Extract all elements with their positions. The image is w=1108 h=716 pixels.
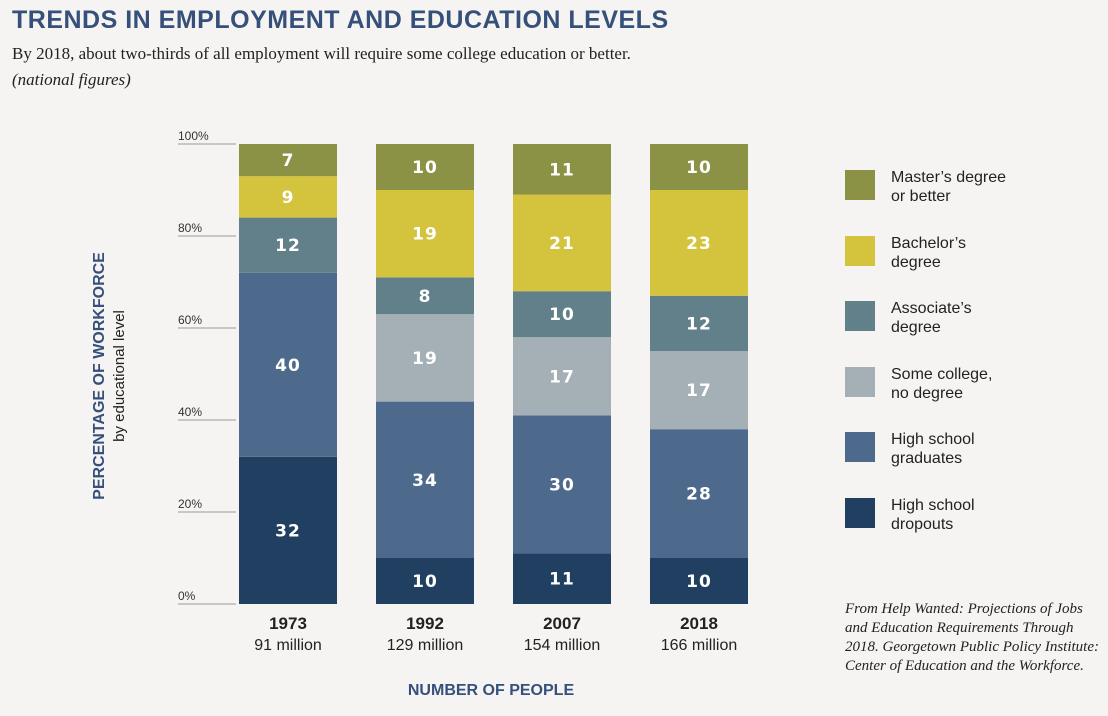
legend-swatch	[845, 170, 875, 200]
legend-label: Master’s degree or better	[891, 168, 1101, 206]
legend-label-line: or better	[891, 188, 951, 205]
data-label-hs_grad-2018: 28	[686, 485, 712, 505]
legend-swatch	[845, 301, 875, 331]
bar-segment-masters-2018	[650, 144, 748, 190]
y-tick-label: 80%	[178, 221, 202, 235]
data-label-bachelors-1973: 9	[282, 188, 295, 208]
x-category-label: 1973	[269, 614, 307, 633]
legend-label-line: Bachelor’s	[891, 234, 967, 252]
legend-label: High school graduates	[891, 430, 1101, 468]
legend-item-some_college: Some college, no degree	[845, 365, 1107, 409]
y-tick-label: 100%	[178, 129, 209, 143]
legend-label-line: graduates	[891, 450, 963, 467]
bar-segment-hs_grad-2018	[650, 429, 748, 558]
bar-segment-bachelors-1973	[239, 176, 337, 218]
bar-segment-associates-1973	[239, 217, 337, 273]
legend-label-line: Associate’s	[891, 300, 972, 317]
bar-segment-hs_grad-1992	[376, 401, 474, 558]
bar-segment-dropouts-2018	[650, 558, 748, 604]
data-label-masters-2018: 10	[686, 158, 712, 178]
y-tick-label: 60%	[178, 313, 202, 327]
data-label-dropouts-2018: 10	[686, 572, 712, 592]
bar-segment-hs_grad-2007	[513, 415, 611, 554]
bar-segment-associates-2018	[650, 295, 748, 351]
chart-note: (national figures)	[12, 70, 131, 89]
x-category-sublabel: 154 million	[524, 637, 600, 654]
legend-swatch	[845, 432, 875, 462]
legend-label-line: High school	[891, 431, 975, 448]
data-label-dropouts-2007: 11	[549, 570, 575, 590]
legend-label: Some college, no degree	[891, 365, 1101, 403]
data-label-hs_grad-1973: 40	[275, 356, 301, 376]
data-label-associates-1992: 8	[419, 287, 432, 307]
data-label-associates-2018: 12	[686, 314, 712, 334]
bar-segment-dropouts-2007	[513, 553, 611, 604]
data-label-some_college-2018: 17	[686, 381, 712, 401]
x-category-sublabel: 166 million	[661, 637, 737, 654]
x-category-sublabel: 91 million	[254, 637, 322, 654]
legend-label-line: degree	[891, 253, 941, 271]
bar-segment-bachelors-2018	[650, 190, 748, 296]
data-label-associates-2007: 10	[549, 305, 575, 325]
data-label-dropouts-1992: 10	[412, 572, 438, 592]
bar-segment-masters-2007	[513, 144, 611, 195]
y-tick-label: 40%	[178, 405, 202, 419]
source-citation: From Help Wanted: Projections of Jobs an…	[845, 601, 1099, 674]
bar-segment-some_college-1992	[376, 314, 474, 402]
data-label-bachelors-2007: 21	[549, 234, 575, 254]
data-label-hs_grad-1992: 34	[412, 471, 438, 491]
data-label-some_college-1992: 19	[412, 349, 438, 369]
legend-label: High school dropouts	[891, 496, 1101, 534]
data-label-some_college-2007: 17	[549, 367, 575, 387]
x-category-sublabel: 129 million	[387, 637, 463, 654]
legend-swatch	[845, 497, 875, 528]
bar-segment-associates-1992	[376, 277, 474, 315]
bar-segment-bachelors-2007	[513, 194, 611, 292]
y-axis-subtitle: by educational level	[111, 310, 128, 442]
x-category-label: 2018	[680, 614, 718, 633]
bar-segment-associates-2007	[513, 291, 611, 338]
data-label-hs_grad-2007: 30	[549, 475, 575, 495]
x-category-label: 2007	[543, 614, 581, 633]
data-label-bachelors-2018: 23	[686, 234, 712, 254]
legend-item-hs_grad: High school graduates	[845, 430, 1107, 474]
legend-item-masters: Master’s degree or better	[845, 168, 1107, 212]
legend-swatch	[845, 235, 875, 266]
legend-label: Associate’s degree	[891, 299, 1101, 337]
bar-segment-dropouts-1992	[376, 558, 474, 604]
bar-segment-hs_grad-1973	[239, 272, 337, 457]
legend-item-dropouts: High school dropouts	[845, 496, 1107, 540]
legend-item-bachelors: Bachelor’s degree	[845, 234, 1107, 278]
bar-segment-some_college-2007	[513, 337, 611, 416]
bar-segment-masters-1992	[376, 144, 474, 190]
legend-label: Bachelor’s degree	[891, 234, 1101, 272]
legend-label-line: High school	[891, 496, 975, 514]
data-label-masters-2007: 11	[549, 160, 575, 180]
data-label-masters-1992: 10	[412, 158, 438, 178]
y-axis-title: PERCENTAGE OF WORKFORCE	[91, 252, 108, 500]
legend-label-line: dropouts	[891, 515, 954, 533]
chart-subtitle: By 2018, about two-thirds of all employm…	[12, 44, 631, 63]
data-label-masters-1973: 7	[282, 151, 295, 171]
y-tick-label: 20%	[178, 497, 202, 511]
x-axis-title: NUMBER OF PEOPLE	[408, 682, 575, 699]
legend-swatch	[845, 366, 875, 397]
y-tick-label: 0%	[178, 589, 196, 603]
legend-item-associates: Associate’s degree	[845, 299, 1107, 343]
chart-title: TRENDS IN EMPLOYMENT AND EDUCATION LEVEL…	[12, 6, 669, 34]
bar-segment-masters-1973	[239, 144, 337, 177]
stacked-bar-chart: 0% 20% 40% 60% 80% 100% PERCENTAGE OF WORKFORC…	[91, 129, 748, 699]
legend-label-line: no degree	[891, 384, 964, 402]
bar-segment-bachelors-1992	[376, 190, 474, 278]
legend-label-line: Master’s degree	[891, 169, 1007, 186]
legend-label-line: Some college,	[891, 365, 993, 383]
legend-label-line: degree	[891, 319, 941, 336]
x-category-label: 1992	[406, 614, 444, 633]
bar-segment-some_college-2018	[650, 351, 748, 430]
data-label-dropouts-1973: 32	[275, 521, 301, 541]
bar-segment-dropouts-1973	[239, 456, 337, 604]
data-label-bachelors-1992: 19	[412, 225, 438, 245]
data-label-associates-1973: 12	[275, 236, 301, 256]
